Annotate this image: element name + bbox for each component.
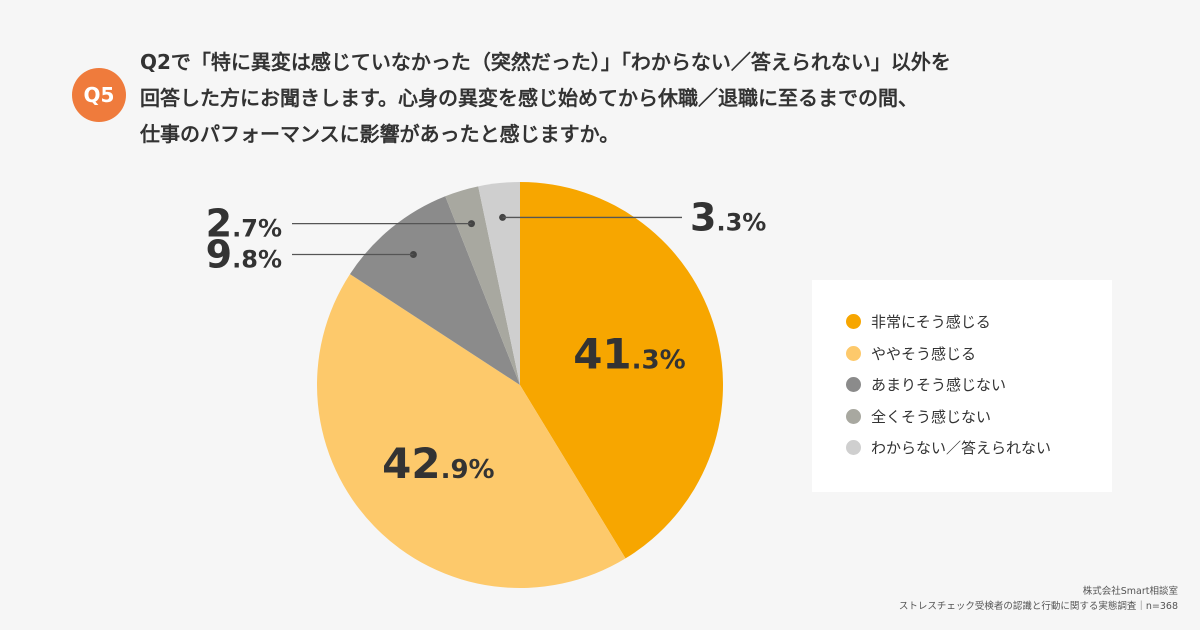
question-line-3: 仕事のパフォーマンスに影響があったと感じますか。 bbox=[140, 122, 620, 146]
legend-item: 全くそう感じない bbox=[846, 401, 1112, 433]
slice-value-label: 41.3% bbox=[573, 329, 685, 378]
question-line-1: Q2で「特に異変は感じていなかった（突然だった）」「わからない／答えられない」以… bbox=[140, 50, 951, 74]
pie-slice bbox=[445, 186, 520, 385]
pie-slice bbox=[349, 196, 520, 385]
legend-label: わからない／答えられない bbox=[871, 439, 1052, 458]
source-company: 株式会社Smart相談室 bbox=[1082, 586, 1178, 597]
slice-value-label: 42.9% bbox=[382, 439, 494, 488]
legend-label: ややそう感じる bbox=[871, 344, 977, 363]
legend: 非常にそう感じる ややそう感じる あまりそう感じない 全くそう感じない わからな… bbox=[812, 280, 1112, 492]
legend-label: あまりそう感じない bbox=[871, 376, 1007, 395]
legend-item: あまりそう感じない bbox=[846, 369, 1112, 401]
legend-swatch bbox=[846, 377, 861, 393]
source-note: 株式会社Smart相談室 ストレスチェック受検者の認識と行動に関する実態調査｜n… bbox=[899, 584, 1178, 614]
legend-item: ややそう感じる bbox=[846, 338, 1112, 370]
slice-value-label: 3.3% bbox=[690, 195, 766, 239]
legend-swatch bbox=[846, 345, 861, 361]
slice-value-label: 2.7% bbox=[206, 202, 282, 246]
pie-slice bbox=[478, 182, 520, 385]
question-badge: Q5 bbox=[72, 68, 126, 122]
legend-swatch bbox=[846, 314, 861, 330]
pie-slice bbox=[520, 182, 723, 559]
question-text: Q2で「特に異変は感じていなかった（突然だった）」「わからない／答えられない」以… bbox=[140, 44, 1150, 152]
question-line-2: 回答した方にお聞きします。心身の異変を感じ始めてから休職／退職に至るまでの間、 bbox=[140, 86, 918, 110]
legend-item: わからない／答えられない bbox=[846, 432, 1112, 464]
legend-label: 非常にそう感じる bbox=[871, 313, 991, 332]
source-survey: ストレスチェック受検者の認識と行動に関する実態調査｜n=368 bbox=[898, 601, 1178, 612]
pie-slice bbox=[316, 274, 626, 589]
legend-item: 非常にそう感じる bbox=[846, 306, 1112, 338]
legend-label: 全くそう感じない bbox=[871, 407, 992, 426]
slice-value-label: 9.8% bbox=[206, 233, 282, 277]
legend-swatch bbox=[846, 440, 861, 456]
legend-swatch bbox=[846, 408, 861, 424]
